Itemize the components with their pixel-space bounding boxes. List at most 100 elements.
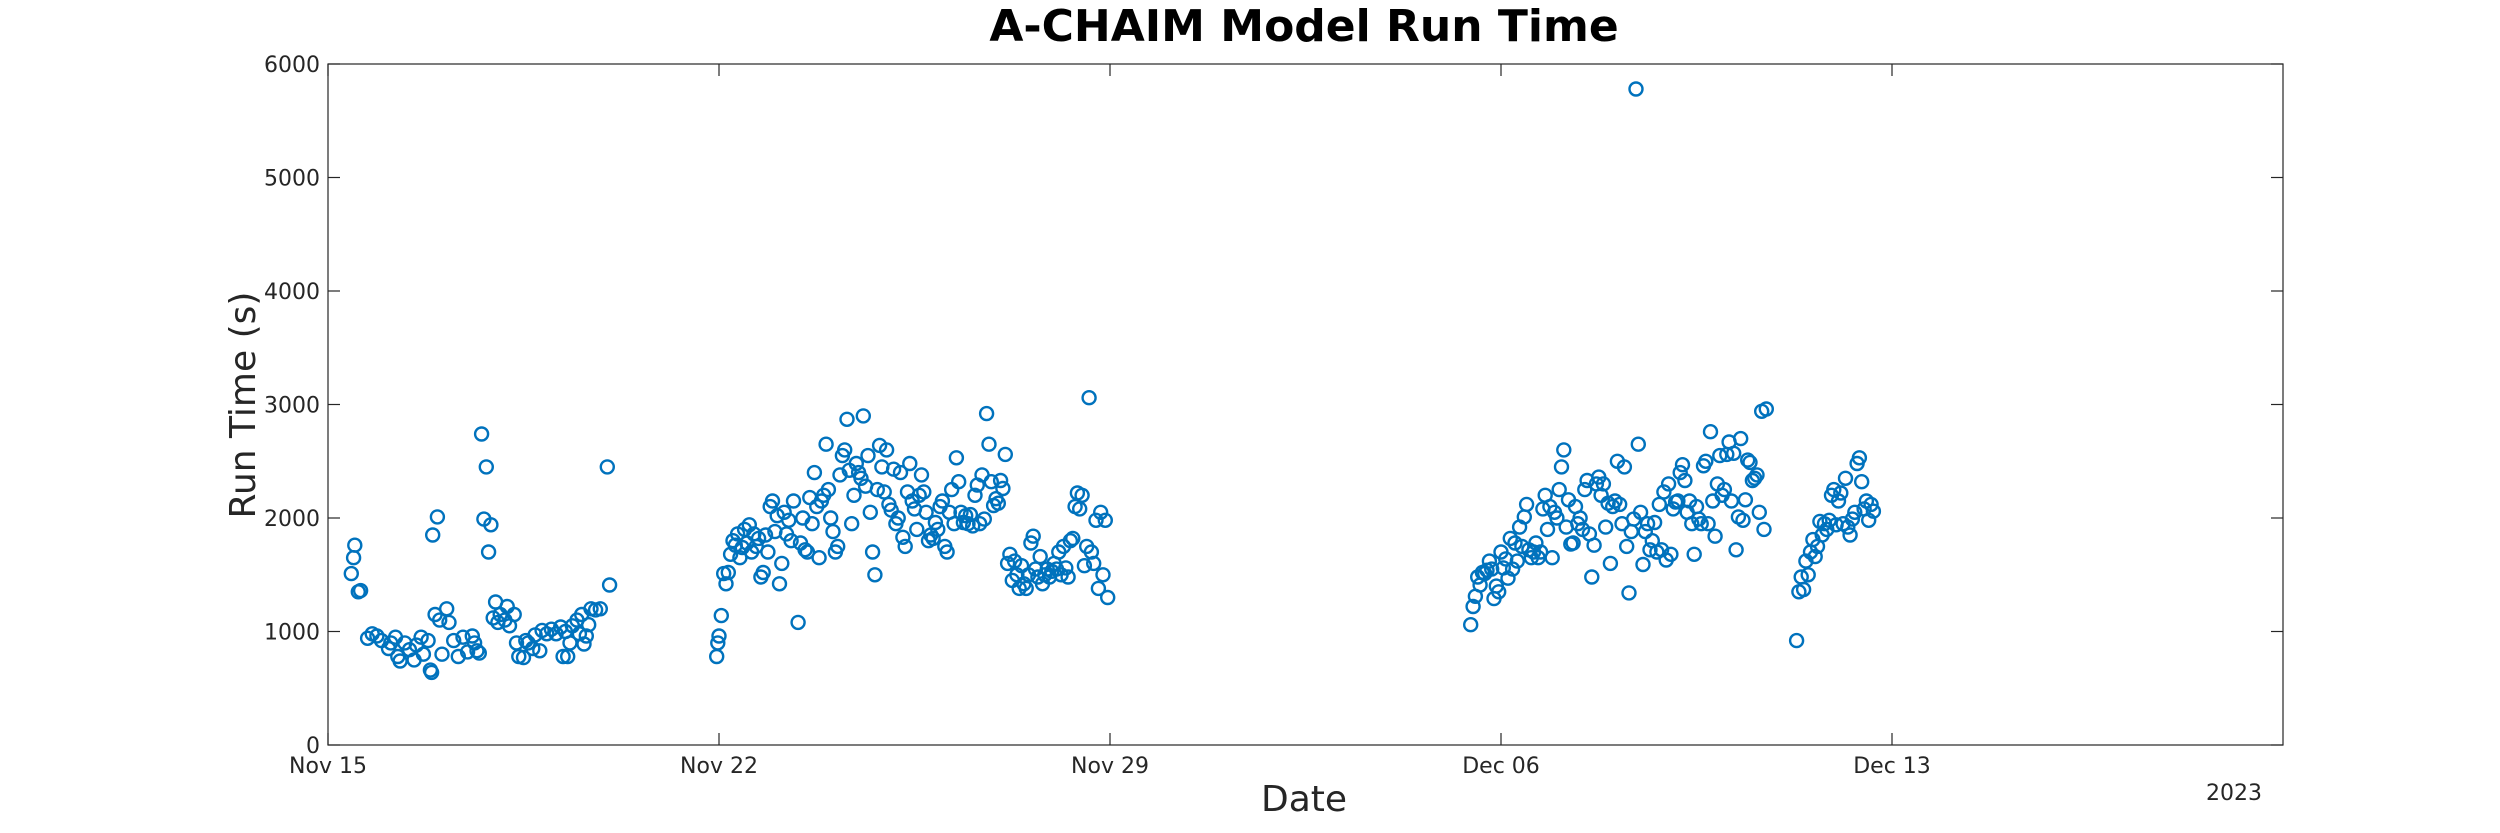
data-point xyxy=(469,643,485,659)
data-point xyxy=(1686,546,1702,562)
data-point xyxy=(916,484,932,500)
data-point xyxy=(760,544,776,560)
y-axis-label: Run Time (s) xyxy=(223,292,264,519)
data-point xyxy=(892,464,909,481)
data-point xyxy=(1565,535,1581,551)
data-point xyxy=(1597,519,1614,535)
data-point xyxy=(483,517,499,533)
data-point xyxy=(1674,457,1691,473)
data-point xyxy=(951,474,967,490)
data-point xyxy=(478,459,494,475)
data-point xyxy=(1656,484,1672,500)
data-point xyxy=(429,509,446,525)
data-point xyxy=(555,648,571,665)
data-point xyxy=(1509,553,1526,569)
data-point xyxy=(1504,561,1521,577)
data-point xyxy=(811,550,827,566)
data-point xyxy=(713,607,729,624)
data-point xyxy=(1074,487,1090,503)
data-point xyxy=(785,493,802,509)
data-point xyxy=(825,523,841,540)
data-point xyxy=(781,512,797,528)
chart-title: A-CHAIM Model Run Time xyxy=(989,1,1618,52)
data-point xyxy=(1660,476,1677,492)
data-point xyxy=(1483,561,1500,577)
data-point xyxy=(1500,570,1516,586)
data-point xyxy=(1844,511,1861,527)
data-point xyxy=(543,621,560,637)
data-point xyxy=(1502,530,1519,547)
data-point xyxy=(473,426,490,442)
data-point xyxy=(978,405,995,422)
data-point xyxy=(997,446,1013,463)
data-point xyxy=(1702,424,1719,440)
data-point xyxy=(1539,521,1556,538)
data-point xyxy=(864,544,881,560)
data-point xyxy=(592,601,608,617)
x-tick-label: Dec 06 xyxy=(1462,754,1540,779)
data-point xyxy=(981,436,997,452)
data-point xyxy=(848,455,864,472)
data-point xyxy=(369,628,385,644)
data-point xyxy=(1618,538,1635,555)
data-point xyxy=(1076,558,1093,574)
data-point xyxy=(1481,553,1498,569)
x-axis: Nov 15 Nov 22 Nov 29 Dec 06 Dec 13 xyxy=(289,64,1931,779)
data-point xyxy=(839,411,855,427)
data-point xyxy=(1602,555,1619,572)
data-point xyxy=(939,544,955,560)
y-tick-label: 1000 xyxy=(264,621,320,646)
data-point xyxy=(732,550,748,566)
data-point xyxy=(1670,493,1686,509)
data-point xyxy=(425,527,441,543)
data-point xyxy=(1635,556,1651,573)
data-point xyxy=(1630,436,1647,452)
data-point xyxy=(965,518,981,534)
data-point xyxy=(741,517,757,533)
data-point xyxy=(855,408,871,424)
data-point xyxy=(837,442,853,458)
data-point xyxy=(1639,516,1656,532)
data-point xyxy=(902,455,918,472)
data-point xyxy=(1490,584,1507,600)
data-point xyxy=(806,464,823,481)
data-point xyxy=(897,538,913,555)
data-point xyxy=(860,447,876,464)
data-point xyxy=(1584,569,1600,585)
data-points xyxy=(343,81,1882,681)
data-point xyxy=(1549,510,1565,526)
data-point xyxy=(1085,555,1102,572)
data-point xyxy=(790,614,806,631)
data-point xyxy=(1749,467,1765,483)
data-point xyxy=(913,467,930,483)
data-point xyxy=(1732,430,1749,447)
data-point xyxy=(1058,560,1074,576)
data-point xyxy=(720,564,736,581)
data-point xyxy=(948,450,965,466)
data-point xyxy=(1672,464,1688,481)
data-point xyxy=(1060,569,1076,585)
data-point xyxy=(464,628,480,644)
data-point xyxy=(1551,481,1567,498)
data-point xyxy=(967,487,983,503)
data-point xyxy=(1735,512,1751,528)
data-point xyxy=(867,567,883,583)
data-point xyxy=(1707,528,1723,544)
data-point xyxy=(799,544,816,560)
data-point xyxy=(359,630,376,646)
x-tick-label: Dec 13 xyxy=(1853,754,1931,779)
data-point xyxy=(1081,390,1097,406)
data-point xyxy=(1756,521,1772,538)
data-point xyxy=(1023,535,1039,551)
x-axis-year-label: 2023 xyxy=(2206,781,2262,806)
data-point xyxy=(804,516,820,532)
data-point xyxy=(797,542,813,558)
data-point xyxy=(1621,585,1637,601)
data-point xyxy=(480,544,497,560)
data-point xyxy=(1842,527,1858,543)
data-point xyxy=(992,472,1009,489)
data-point xyxy=(1097,512,1114,528)
data-point xyxy=(818,436,834,452)
data-point xyxy=(446,632,462,649)
